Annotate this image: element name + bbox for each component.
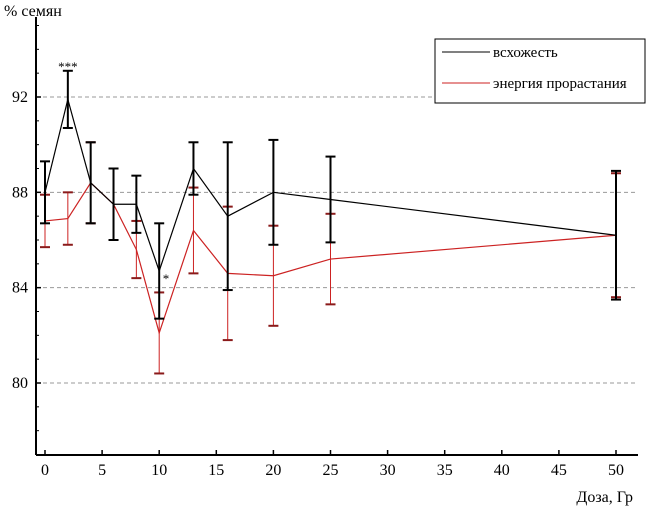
x-tick-label: 20 — [265, 462, 281, 479]
y-tick-label: 84 — [12, 280, 28, 297]
x-tick-label: 5 — [98, 462, 106, 479]
series-line-0 — [44, 96, 617, 273]
x-axis-title: Доза, Гр — [576, 489, 633, 506]
legend-label-energiya: энергия прорастания — [493, 76, 627, 92]
y-axis-title: % семян — [4, 3, 62, 20]
legend-label-vskhozhest: всхожесть — [493, 45, 558, 61]
x-tick-label: 25 — [323, 462, 339, 479]
x-tick-label: 35 — [437, 462, 453, 479]
x-tick-label: 50 — [608, 462, 624, 479]
annotation-layer: **** — [58, 59, 169, 286]
tick-layer: 0 5 10 15 20 25 30 35 40 45 50 80 84 88 92 — [12, 25, 624, 479]
significance-annotation: * — [163, 271, 170, 286]
y-tick-label: 92 — [12, 89, 28, 106]
y-tick-label: 88 — [12, 184, 28, 201]
x-tick-label: 30 — [380, 462, 396, 479]
x-tick-label: 45 — [551, 462, 567, 479]
x-tick-label: 0 — [41, 462, 49, 479]
series-layer — [40, 69, 621, 375]
x-tick-label: 15 — [208, 462, 224, 479]
grid-layer — [36, 96, 638, 384]
legend: всхожесть энергия прорастания — [434, 38, 646, 104]
significance-annotation: *** — [58, 59, 78, 74]
series-line-1 — [44, 181, 617, 336]
legend-box — [434, 38, 646, 104]
axes-layer — [35, 17, 638, 456]
series-0 — [40, 69, 621, 320]
y-tick-label: 80 — [12, 375, 28, 392]
x-tick-label: 40 — [494, 462, 510, 479]
x-tick-label: 10 — [151, 462, 167, 479]
